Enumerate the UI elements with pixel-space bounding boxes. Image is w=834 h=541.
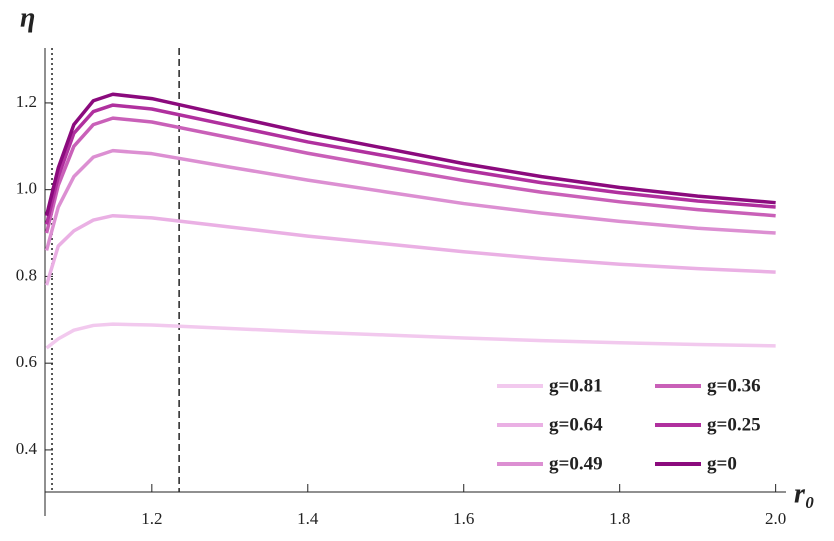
legend-label: g=0.36 [707, 375, 761, 396]
x-tick-label: 1.6 [453, 509, 474, 528]
legend-label: g=0.49 [549, 453, 603, 474]
series-line [44, 116, 776, 234]
y-tick-label: 1.2 [16, 92, 37, 111]
y-axis-label: η [20, 2, 35, 33]
legend-label: g=0.81 [549, 375, 603, 396]
series-line [44, 103, 776, 225]
x-tick-label: 2.0 [765, 509, 786, 528]
y-tick-label: 0.8 [16, 265, 37, 284]
series-line [45, 322, 776, 350]
y-tick-label: 0.6 [16, 352, 37, 371]
series-line [44, 148, 776, 251]
series-line [44, 92, 776, 217]
legend-label: g=0.25 [707, 414, 761, 435]
y-tick-label: 0.4 [16, 439, 38, 458]
x-tick-label: 1.8 [609, 509, 630, 528]
x-axis-label: r₀ [794, 478, 815, 509]
x-tick-label: 1.2 [141, 509, 162, 528]
legend-label: g=0 [707, 453, 737, 474]
x-tick-label: 1.4 [297, 509, 319, 528]
series-line [44, 213, 776, 286]
legend-label: g=0.64 [549, 414, 603, 435]
y-tick-label: 1.0 [16, 179, 37, 198]
